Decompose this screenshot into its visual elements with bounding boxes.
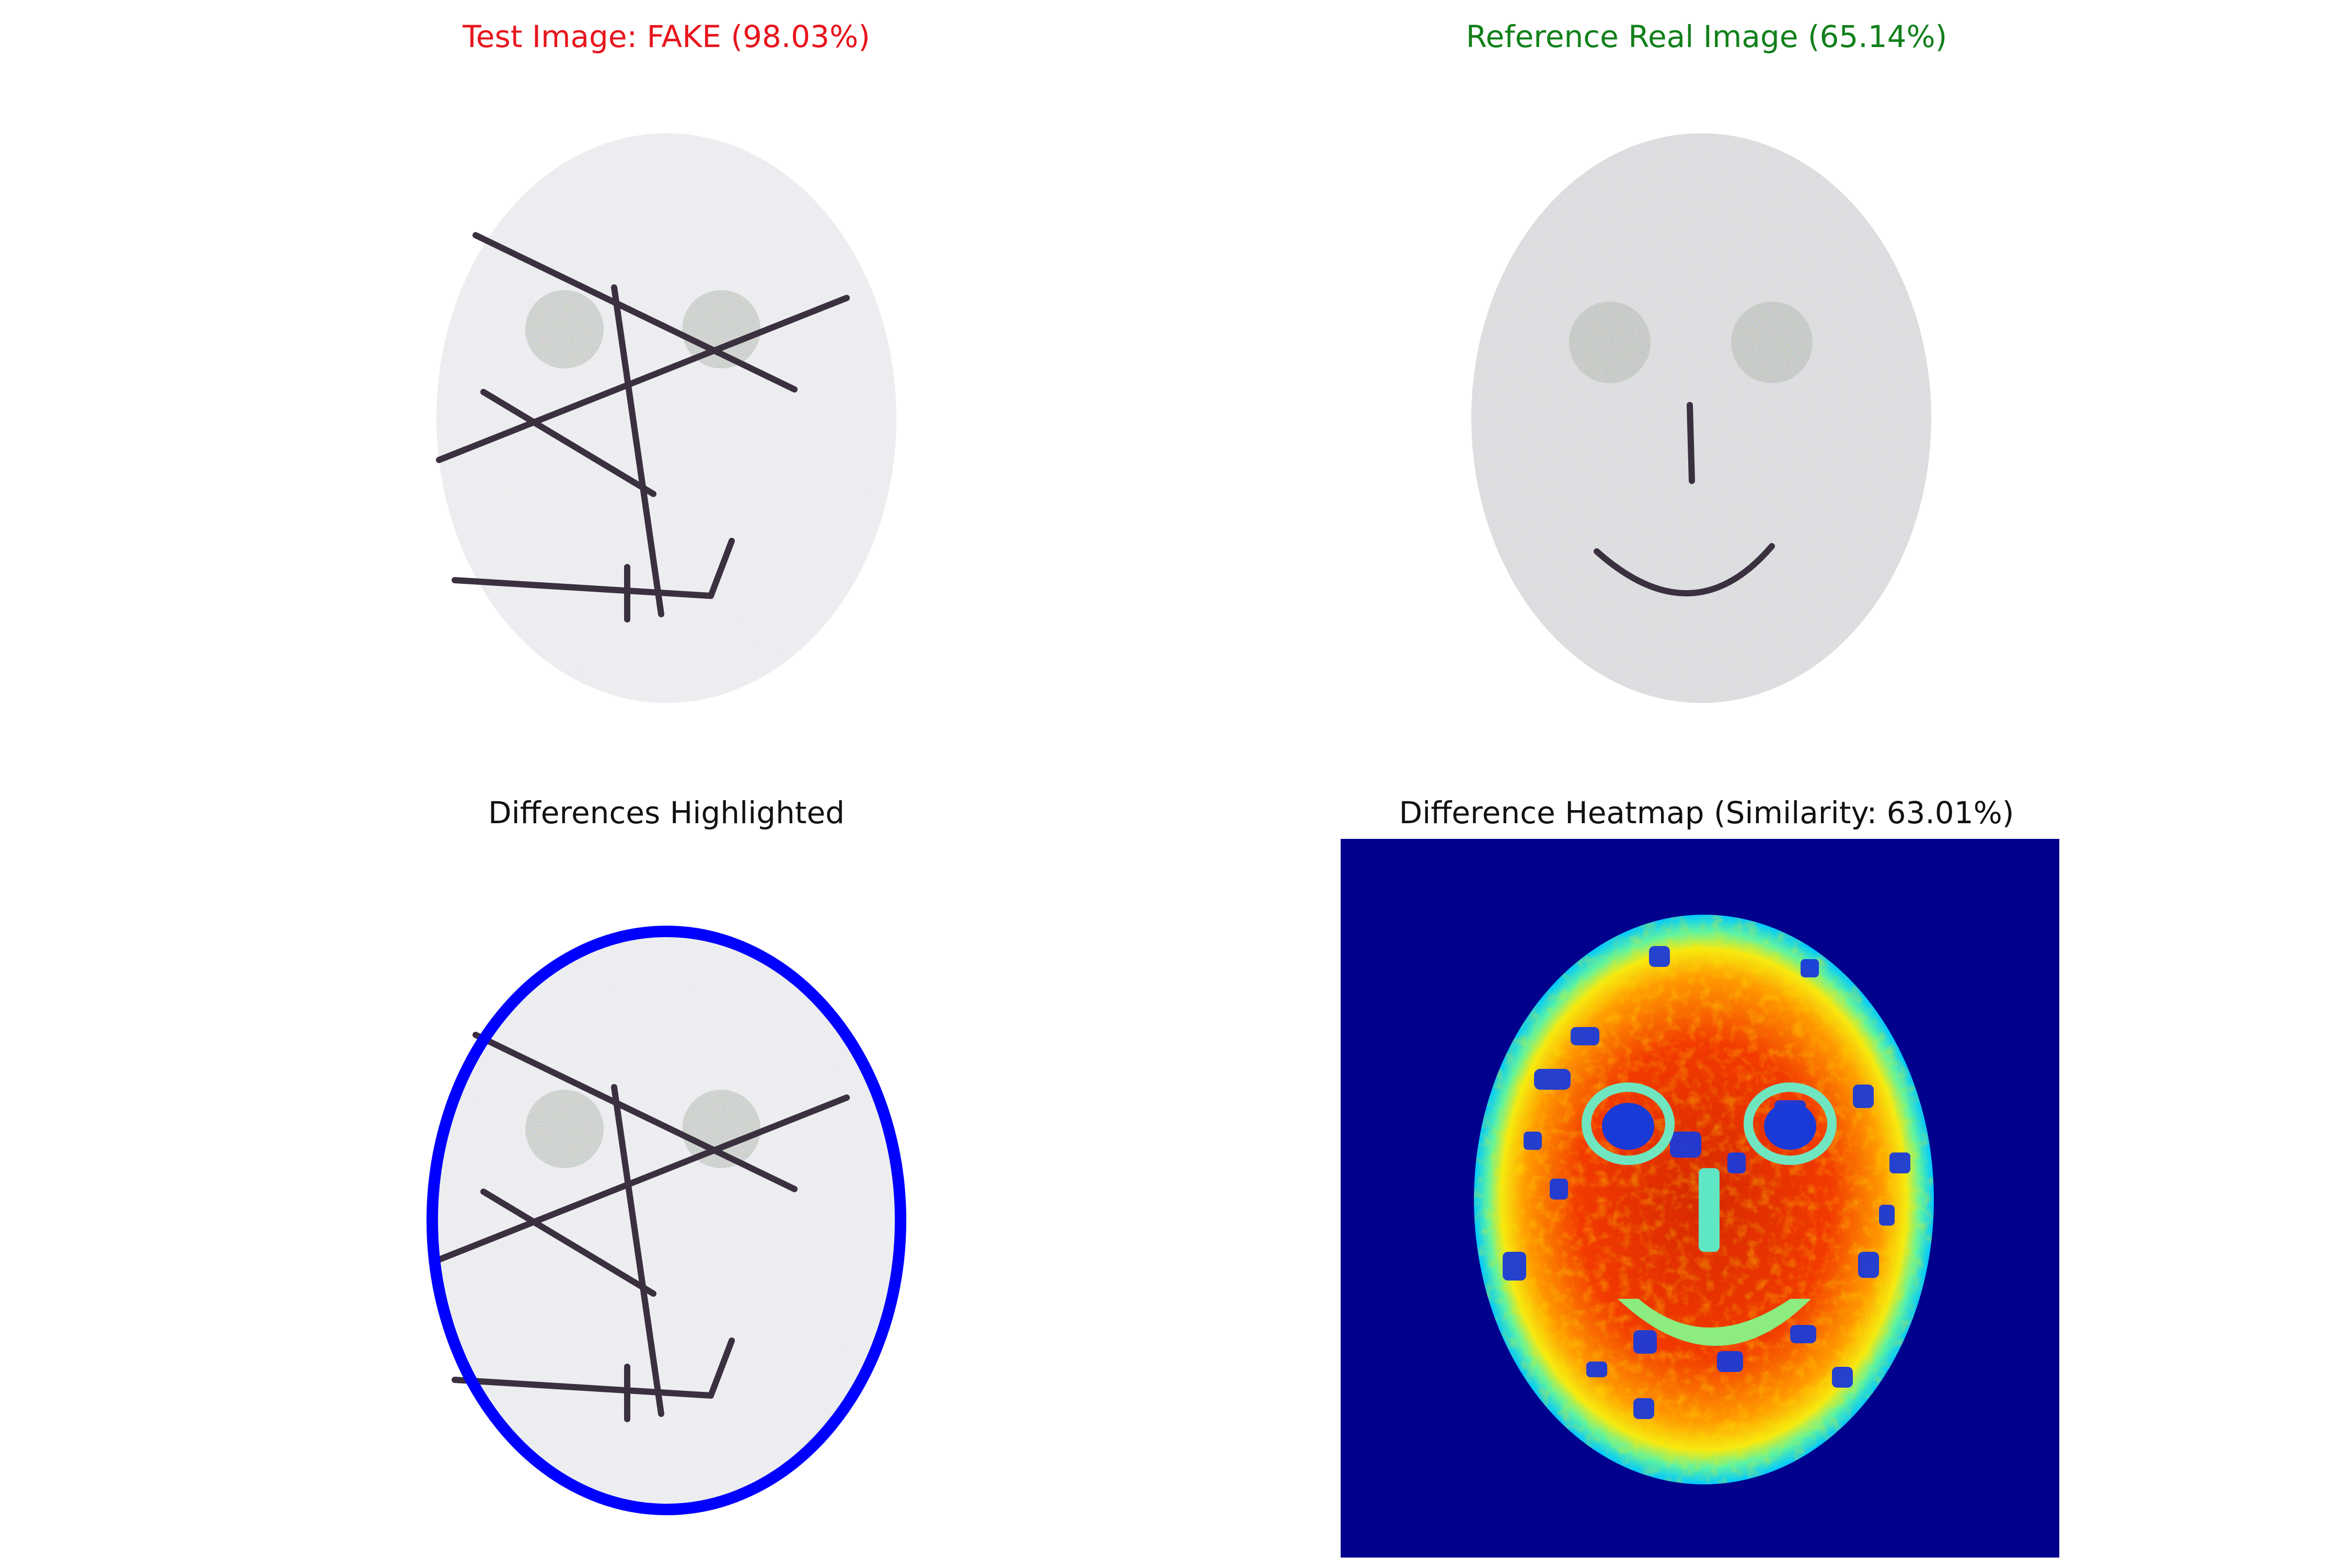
reference-face-image (1471, 133, 1931, 703)
heatmap-panel (1341, 839, 2059, 1558)
differences-title: Differences Highlighted (488, 795, 845, 831)
test-image-panel (418, 91, 915, 745)
reference-image-title: Reference Real Image (65.14%) (1466, 19, 1947, 54)
differences-image (426, 926, 906, 1515)
test-face-image (436, 133, 896, 703)
heatmap-title: Difference Heatmap (Similarity: 63.01%) (1399, 795, 2014, 831)
differences-panel (418, 883, 915, 1537)
difference-contour (426, 926, 906, 1515)
reference-image-panel (1453, 91, 1950, 745)
test-image-title: Test Image: FAKE (98.03%) (463, 19, 870, 54)
difference-heatmap (1341, 839, 2059, 1558)
